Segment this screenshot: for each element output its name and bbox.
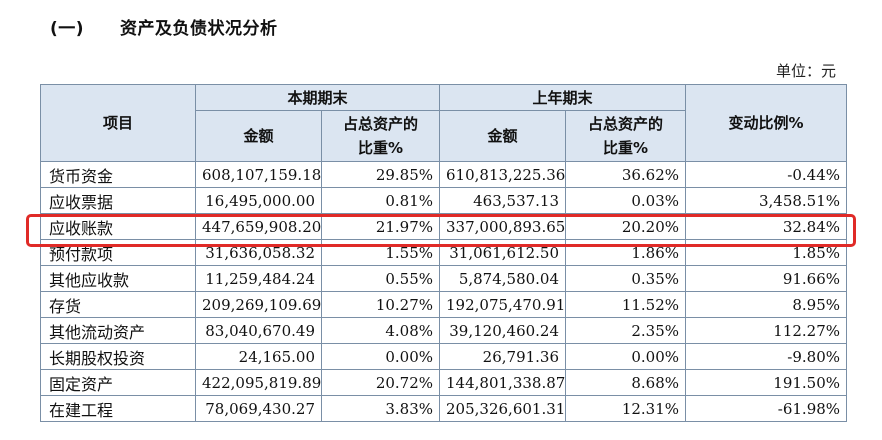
row-prior-share: 2.35%: [565, 317, 687, 344]
header-prior-year: 上年期末: [439, 84, 687, 111]
table-row-highlighted: 应收账款 447,659,908.20 21.97% 337,000,893.6…: [40, 213, 848, 240]
row-current-share: 4.08%: [320, 317, 441, 344]
row-prior-amount: 5,874,580.04: [439, 265, 567, 292]
row-prior-amount: 31,061,612.50: [439, 239, 567, 266]
row-current-share: 0.00%: [320, 343, 441, 370]
row-current-share: 20.72%: [320, 369, 441, 396]
row-current-share: 3.83%: [320, 395, 441, 422]
row-current-amount: 16,495,000.00: [195, 187, 322, 214]
row-item: 其他流动资产: [40, 317, 196, 344]
row-current-share: 29.85%: [320, 161, 441, 188]
header-change-ratio: 变动比例%: [685, 84, 848, 162]
row-item: 长期股权投资: [40, 343, 196, 370]
table-row: 其他流动资产 83,040,670.49 4.08% 39,120,460.24…: [40, 317, 848, 344]
row-current-share: 10.27%: [320, 291, 441, 318]
row-current-amount: 209,269,109.69: [195, 291, 322, 318]
row-change: 191.50%: [685, 369, 848, 396]
table-row: 预付款项 31,636,058.32 1.55% 31,061,612.50 1…: [40, 239, 848, 266]
row-current-amount: 422,095,819.89: [195, 369, 322, 396]
header-share-line2: 比重%: [603, 139, 649, 157]
table-row: 在建工程 78,069,430.27 3.83% 205,326,601.31 …: [40, 395, 848, 422]
row-current-amount: 11,259,484.24: [195, 265, 322, 292]
row-item: 预付款项: [40, 239, 196, 266]
header-current-amount: 金额: [195, 110, 322, 162]
asset-liability-table: 项目 本期期末 上年期末 变动比例% 金额 占总资产的比重% 金额 占总资产的比…: [40, 84, 848, 422]
row-item: 货币资金: [40, 161, 196, 188]
row-change: -9.80%: [685, 343, 848, 370]
row-prior-amount: 26,791.36: [439, 343, 567, 370]
row-prior-amount: 192,075,470.91: [439, 291, 567, 318]
table-row: 存货 209,269,109.69 10.27% 192,075,470.91 …: [40, 291, 848, 318]
row-change: 8.95%: [685, 291, 848, 318]
unit-label: 单位：元: [775, 62, 836, 80]
row-item: 固定资产: [40, 369, 196, 396]
table-row: 应收票据 16,495,000.00 0.81% 463,537.13 0.03…: [40, 187, 848, 214]
header-share-line1: 占总资产的: [343, 115, 419, 133]
row-prior-amount: 610,813,225.36: [439, 161, 567, 188]
row-change: 32.84%: [685, 213, 848, 240]
row-current-share: 21.97%: [320, 213, 441, 240]
row-item: 其他应收款: [40, 265, 196, 292]
row-prior-amount: 463,537.13: [439, 187, 567, 214]
row-current-amount: 83,040,670.49: [195, 317, 322, 344]
row-prior-share: 0.00%: [565, 343, 687, 370]
row-change: 3,458.51%: [685, 187, 848, 214]
row-current-share: 0.81%: [320, 187, 441, 214]
row-prior-share: 0.35%: [565, 265, 687, 292]
row-prior-share: 12.31%: [565, 395, 687, 422]
section-number: (一): [50, 19, 85, 39]
row-current-amount: 24,165.00: [195, 343, 322, 370]
section-heading: (一) 资产及负债状况分析: [50, 14, 278, 39]
table-row: 货币资金 608,107,159.18 29.85% 610,813,225.3…: [40, 161, 848, 188]
row-item: 应收票据: [40, 187, 196, 214]
row-prior-share: 1.86%: [565, 239, 687, 266]
row-change: 91.66%: [685, 265, 848, 292]
row-current-amount: 447,659,908.20: [195, 213, 322, 240]
row-prior-amount: 39,120,460.24: [439, 317, 567, 344]
row-item: 存货: [40, 291, 196, 318]
row-prior-share: 0.03%: [565, 187, 687, 214]
row-change: -0.44%: [685, 161, 848, 188]
row-change: 1.85%: [685, 239, 848, 266]
row-change: 112.27%: [685, 317, 848, 344]
row-change: -61.98%: [685, 395, 848, 422]
row-current-amount: 608,107,159.18: [195, 161, 322, 188]
row-current-amount: 78,069,430.27: [195, 395, 322, 422]
row-item: 在建工程: [40, 395, 196, 422]
row-current-share: 0.55%: [320, 265, 441, 292]
table-row: 固定资产 422,095,819.89 20.72% 144,801,338.8…: [40, 369, 848, 396]
row-current-amount: 31,636,058.32: [195, 239, 322, 266]
header-current-share: 占总资产的比重%: [320, 110, 441, 162]
row-item: 应收账款: [40, 213, 196, 240]
header-prior-share: 占总资产的比重%: [565, 110, 687, 162]
table-row: 其他应收款 11,259,484.24 0.55% 5,874,580.04 0…: [40, 265, 848, 292]
header-share-line2: 比重%: [357, 139, 404, 157]
header-item: 项目: [40, 84, 196, 162]
row-prior-share: 8.68%: [565, 369, 687, 396]
row-prior-amount: 205,326,601.31: [439, 395, 567, 422]
row-current-share: 1.55%: [320, 239, 441, 266]
row-prior-share: 36.62%: [565, 161, 687, 188]
row-prior-amount: 144,801,338.87: [439, 369, 567, 396]
header-prior-amount: 金额: [439, 110, 567, 162]
row-prior-share: 20.20%: [565, 213, 687, 240]
row-prior-share: 11.52%: [565, 291, 687, 318]
header-current-period: 本期期末: [194, 84, 441, 111]
header-share-line1: 占总资产的: [588, 115, 664, 133]
table-row: 长期股权投资 24,165.00 0.00% 26,791.36 0.00% -…: [40, 343, 848, 370]
row-prior-amount: 337,000,893.65: [439, 213, 567, 240]
section-title: 资产及负债状况分析: [120, 19, 278, 39]
